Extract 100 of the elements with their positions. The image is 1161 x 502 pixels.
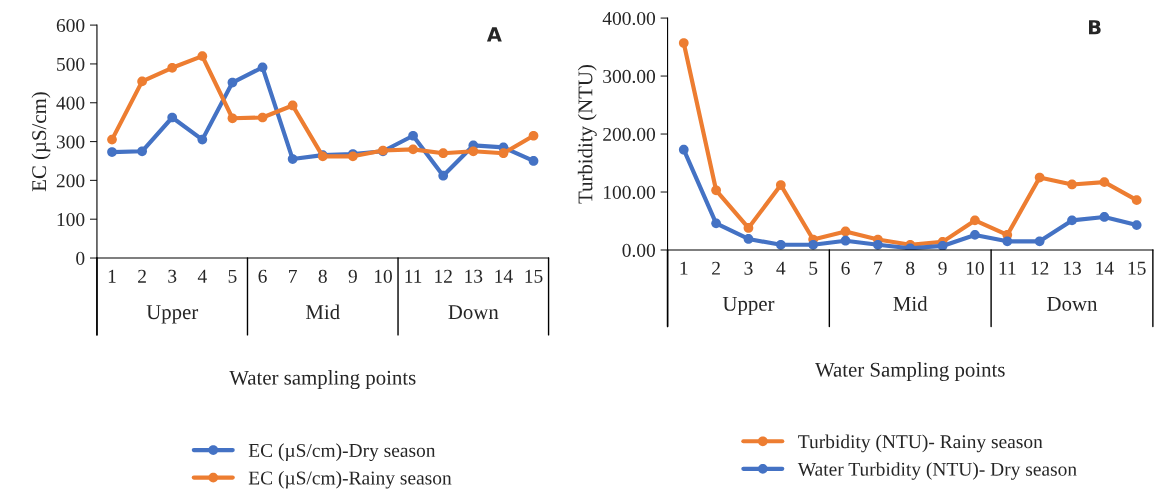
- point: [1067, 215, 1077, 226]
- point: [528, 156, 539, 166]
- point: [227, 77, 238, 88]
- point: [257, 62, 268, 73]
- x-tick-label: 6: [258, 269, 267, 283]
- point: [743, 223, 754, 233]
- point: [840, 235, 851, 246]
- point: [1067, 179, 1077, 190]
- x-tick-label: 14: [495, 269, 513, 283]
- text: Mid: [305, 304, 340, 320]
- x-tick-label: 10: [966, 261, 984, 275]
- x-tick-label: 12: [1031, 261, 1049, 275]
- x-tick-label: 9: [938, 261, 947, 275]
- point: [498, 148, 509, 159]
- point: [1099, 212, 1110, 222]
- point: [743, 234, 754, 244]
- point: [840, 226, 851, 237]
- x-tick-label: 9: [348, 269, 357, 283]
- legend-label: EC (µS/cm)-Dry season: [248, 443, 436, 462]
- x-tick-label: 8: [318, 269, 327, 283]
- point: [711, 218, 721, 229]
- y-tick-label: 100.00: [604, 185, 656, 200]
- point: [873, 239, 883, 250]
- y-axis-title: EC (µS/cm): [31, 92, 51, 192]
- point: [528, 130, 539, 141]
- text: Down: [1047, 297, 1098, 311]
- x-axis-title: Water sampling points: [229, 370, 416, 390]
- y-tick-label: 300: [56, 135, 85, 149]
- x-tick-label: 1: [108, 269, 116, 283]
- point: [1034, 236, 1045, 247]
- point: [970, 215, 980, 226]
- x-tick-label: 3: [744, 261, 753, 275]
- x-tick-label: 5: [809, 261, 818, 275]
- point: [808, 239, 819, 250]
- x-tick-label: 10: [374, 269, 392, 283]
- x-tick-label: 13: [465, 269, 483, 283]
- y-tick-label: 0: [76, 251, 85, 265]
- point: [197, 51, 208, 62]
- point: [468, 146, 479, 157]
- point: [711, 185, 721, 196]
- y-tick-label: 400: [56, 96, 85, 110]
- text: Upper: [146, 305, 199, 324]
- point: [775, 239, 786, 250]
- point: [167, 62, 178, 73]
- x-tick-label: 15: [1128, 261, 1146, 275]
- point: [438, 148, 449, 159]
- point: [1099, 177, 1110, 188]
- point: [1131, 195, 1142, 205]
- point: [775, 180, 786, 190]
- point: [970, 230, 980, 240]
- point: [678, 38, 689, 48]
- x-tick-label: 11: [405, 269, 422, 283]
- x-tick-label: 7: [289, 269, 297, 283]
- x-tick-label: 2: [138, 269, 146, 283]
- text: Down: [448, 305, 499, 320]
- x-tick-label: 13: [1063, 261, 1081, 275]
- x-tick-label: 1: [680, 261, 688, 275]
- x-tick-label: 4: [776, 261, 786, 275]
- y-tick-label: 0.00: [622, 243, 656, 258]
- x-tick-label: 7: [874, 261, 883, 275]
- x-tick-label: 14: [1096, 261, 1114, 275]
- point: [408, 130, 418, 141]
- point: [137, 146, 147, 157]
- annotation: B: [1089, 20, 1101, 35]
- y-tick-label: 600: [56, 18, 85, 33]
- y-tick-label: 100: [57, 213, 85, 227]
- annotation: A: [486, 27, 502, 42]
- legend-label: Water Turbidity (NTU)- Dry season: [797, 462, 1077, 480]
- point: [678, 144, 689, 155]
- x-tick-label: 12: [435, 269, 452, 283]
- point: [1131, 220, 1142, 230]
- point: [937, 241, 948, 250]
- x-axis-title: Water Sampling points: [815, 362, 1005, 382]
- x-tick-label: 5: [228, 269, 237, 283]
- x-tick-label: 6: [841, 261, 850, 275]
- point: [227, 113, 238, 124]
- x-tick-label: 15: [525, 269, 543, 283]
- y-axis-title: Turbidity (NTU): [577, 65, 597, 204]
- x-tick-label: 2: [712, 261, 720, 275]
- legend-label: EC (µS/cm)-Rainy season: [248, 470, 452, 489]
- point: [287, 154, 298, 164]
- legend-label: Turbidity (NTU)- Rainy season: [798, 434, 1043, 453]
- y-tick-label: 200.00: [603, 127, 656, 142]
- text: Upper: [722, 297, 775, 316]
- y-tick-label: 300.00: [603, 69, 656, 84]
- point: [1002, 236, 1013, 247]
- x-tick-label: 3: [168, 269, 177, 283]
- point: [197, 134, 208, 145]
- point: [257, 112, 268, 123]
- y-tick-label: 200: [56, 174, 85, 188]
- point: [287, 100, 298, 111]
- y-tick-label: 400.00: [602, 11, 656, 26]
- x-tick-label: 4: [197, 269, 207, 283]
- point: [1034, 172, 1045, 183]
- point: [107, 147, 117, 157]
- point: [408, 144, 418, 155]
- y-tick-label: 500: [57, 57, 85, 71]
- text: Mid: [893, 296, 928, 311]
- x-tick-label: 11: [999, 261, 1016, 275]
- point: [438, 170, 449, 181]
